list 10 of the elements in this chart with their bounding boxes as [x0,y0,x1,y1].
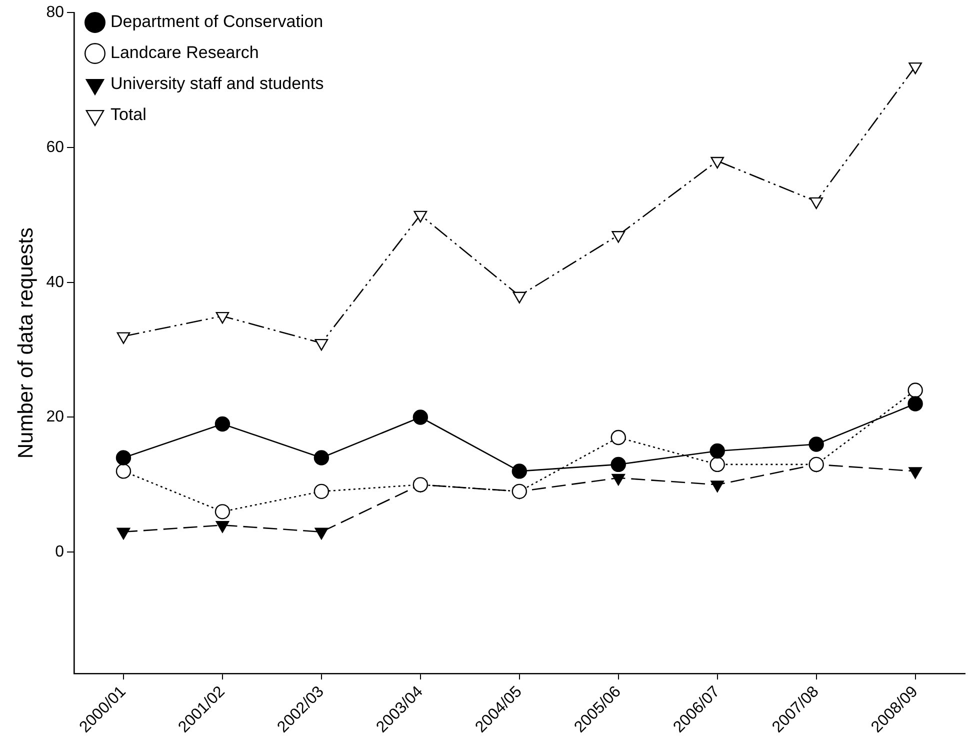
y-tick-label: 20 [46,408,64,426]
legend-label: Landcare Research [110,43,259,62]
y-tick-label: 60 [46,138,64,156]
legend-label: Total [110,105,146,124]
y-tick-label: 0 [55,544,64,561]
y-tick-label: 40 [46,274,64,291]
y-tick-label: 80 [46,4,64,22]
legend-label: Department of Conservation [110,12,324,32]
y-axis-title: Number of data requests [14,228,38,459]
legend-label: University staff and students [110,74,324,94]
